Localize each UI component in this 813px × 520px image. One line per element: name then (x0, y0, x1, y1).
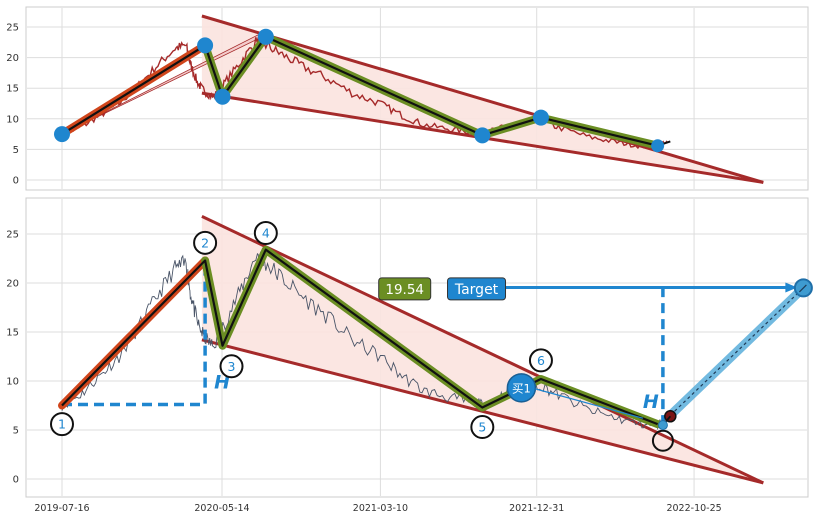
top-yticks: 0 5 10 15 20 25 (6, 23, 19, 187)
pivot-label-text: 6 (537, 353, 545, 368)
pivot-dot (214, 88, 231, 105)
y-tick-label: 20 (6, 53, 19, 64)
zigzag-line (61, 248, 658, 426)
y-tick-label: 5 (13, 426, 19, 437)
y-tick-label: 10 (6, 114, 19, 125)
pivot-label-circle (470, 415, 495, 440)
pivot-label-circle (528, 348, 553, 373)
bottom-zigzag (58, 245, 662, 429)
pivot-label-text: 5 (478, 420, 486, 435)
buy-marker-text: 买1 (512, 381, 531, 395)
pivot-label-circle (219, 354, 244, 379)
buy-marker-link (535, 388, 644, 419)
pivot-label-circle (253, 221, 278, 246)
pivot-dot (197, 37, 214, 54)
top-pivot-dots (54, 28, 665, 153)
y-tick-label: 5 (13, 145, 19, 156)
pivot-label-circle (193, 230, 218, 255)
pivot-dot (651, 139, 665, 153)
x-tick-label: 2020-05-14 (194, 503, 249, 514)
pivot-labels: 1 2 3 4 5 6 (50, 221, 674, 452)
bottom-xticks: 2019-07-16 2020-05-14 2021-03-10 2021-12-31… (34, 503, 721, 514)
top-panel: 0 5 10 15 20 25 (6, 6, 809, 191)
bottom-yticks: 0 5 10 15 20 25 (6, 230, 19, 486)
pivot-dot (257, 28, 274, 45)
projection (505, 278, 813, 426)
height-label-right: H (643, 391, 659, 413)
y-tick-label: 15 (6, 84, 19, 95)
pivot-label-text: 3 (228, 359, 236, 374)
x-tick-label: 2021-03-10 (353, 503, 408, 514)
target-dot-mark (798, 284, 807, 293)
y-tick-label: 25 (6, 230, 19, 241)
pivot-dot (54, 126, 70, 143)
upper-trendline (201, 215, 764, 485)
pivot-dot (532, 109, 549, 126)
target-label-text: Target (454, 282, 499, 298)
y-tick-label: 20 (6, 279, 19, 290)
end-circle (651, 429, 674, 452)
pivot-label-text: 2 (201, 235, 209, 250)
x-tick-label: 2021-12-31 (509, 503, 564, 514)
annotations: 19.54 Target 买1 (378, 277, 644, 419)
upper-trendline (201, 14, 764, 184)
projection-dash (669, 287, 804, 416)
pivot-label-text: 4 (262, 226, 270, 241)
x-tick-label: 2019-07-16 (34, 503, 89, 514)
target-value-box (378, 277, 432, 301)
end-dot (657, 420, 668, 431)
target-arrow-head (785, 282, 798, 293)
pivot-label-circle (50, 412, 74, 437)
height-label-left: H (214, 372, 230, 394)
buy-marker-circle (506, 373, 537, 403)
target-value-text: 19.54 (385, 282, 424, 298)
pivot-dot (474, 127, 491, 144)
pattern-height-markers: HH (62, 260, 665, 426)
y-tick-label: 25 (6, 23, 19, 34)
y-tick-label: 0 (13, 176, 19, 187)
top-grid (27, 8, 807, 189)
y-tick-label: 10 (6, 377, 19, 388)
x-tick-label: 2022-10-25 (666, 503, 721, 514)
pivot-label-text: 1 (58, 417, 66, 432)
y-tick-label: 0 (13, 475, 19, 486)
target-label-box (447, 277, 507, 301)
y-tick-label: 15 (6, 328, 19, 339)
